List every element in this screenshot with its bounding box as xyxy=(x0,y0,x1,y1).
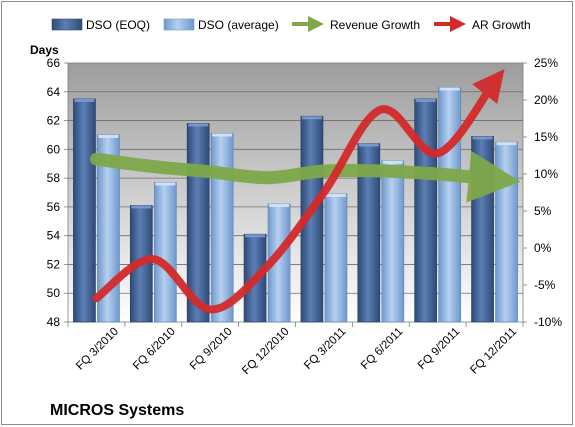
legend-label-ar-growth: AR Growth xyxy=(472,18,531,32)
line-ar-growth xyxy=(92,68,505,314)
right-tick-label: 10% xyxy=(534,167,558,181)
category-label: FQ 9/2010 xyxy=(188,326,235,373)
legend-item-ar-growth: AR Growth xyxy=(434,16,531,32)
legend-swatch-dso-average xyxy=(163,18,195,31)
bar-top-highlight xyxy=(245,234,266,238)
right-tick-label: 25% xyxy=(534,56,558,70)
left-axis: 48 50 52 54 56 58 60 62 64 66 xyxy=(47,56,68,329)
left-tick-label: 56 xyxy=(47,200,61,214)
category-axis: FQ 3/2010 FQ 6/2010 FQ 9/2010 FQ 12/2010 FQ … xyxy=(67,322,524,377)
category-label: FQ 12/2010 xyxy=(240,326,291,377)
bar-top-highlight xyxy=(269,204,290,208)
bar-top-highlight xyxy=(382,160,403,164)
bar-top-highlight xyxy=(74,98,95,102)
left-tick-label: 54 xyxy=(47,229,61,243)
category-label: FQ 6/2010 xyxy=(131,326,178,373)
bar-dso-eoq xyxy=(471,136,494,323)
bar-top-highlight xyxy=(212,133,233,137)
legend-swatch-dso-eoq xyxy=(51,18,83,31)
right-tick-label: 20% xyxy=(534,93,558,107)
category-label: FQ 12/2011 xyxy=(468,326,519,377)
legend-label-dso-average: DSO (average) xyxy=(198,18,279,32)
bar-top-highlight xyxy=(358,143,379,147)
bar-dso-average xyxy=(495,141,518,323)
left-tick-label: 60 xyxy=(47,142,61,156)
bar-dso-average xyxy=(438,87,462,323)
bar-top-highlight xyxy=(155,182,176,186)
right-tick-label: -5% xyxy=(534,278,556,292)
bar-dso-average xyxy=(210,133,234,323)
legend-label-revenue-growth: Revenue Growth xyxy=(330,18,420,32)
growth-lines xyxy=(89,68,521,314)
bar-top-highlight xyxy=(439,87,460,91)
right-axis: -10% -5% 0% 5% 10% 15% 20% 25% xyxy=(523,56,562,329)
legend-item-revenue-growth: Revenue Growth xyxy=(292,16,420,32)
right-tick-label: -10% xyxy=(534,315,562,329)
bar-top-highlight xyxy=(472,136,493,140)
category-label: FQ 3/2010 xyxy=(74,326,121,373)
category-label: FQ 3/2011 xyxy=(302,326,348,372)
left-tick-label: 52 xyxy=(47,257,61,271)
left-tick-label: 62 xyxy=(47,114,61,128)
left-tick-label: 58 xyxy=(47,171,61,185)
bar-dso-average xyxy=(381,160,405,323)
bar-dso-eoq xyxy=(414,98,438,323)
left-tick-label: 48 xyxy=(47,315,61,329)
bar-dso-eoq xyxy=(73,98,96,323)
bar-top-highlight xyxy=(301,116,322,120)
left-tick-label: 50 xyxy=(47,286,61,300)
category-label: FQ 6/2011 xyxy=(359,326,405,372)
left-axis-title: Days xyxy=(30,43,59,57)
legend-item-dso-average: DSO (average) xyxy=(163,18,279,32)
bar-dso-average xyxy=(153,182,177,323)
left-tick-label: 64 xyxy=(47,85,61,99)
bar-dso-average xyxy=(324,193,348,323)
left-tick-label: 66 xyxy=(47,56,61,70)
right-tick-label: 15% xyxy=(534,130,558,144)
bar-top-highlight xyxy=(325,193,346,197)
legend: DSO (EOQ) DSO (average) Revenue Growth A… xyxy=(51,16,531,32)
right-tick-label: 0% xyxy=(534,241,552,255)
line-revenue-growth xyxy=(89,150,521,203)
legend-item-dso-eoq: DSO (EOQ) xyxy=(51,18,150,32)
company-label: MICROS Systems xyxy=(50,402,184,419)
bar-top-highlight xyxy=(188,123,209,127)
category-label: FQ 9/2011 xyxy=(416,326,462,372)
bar-top-highlight xyxy=(131,205,152,209)
bar-top-highlight xyxy=(98,134,119,138)
right-tick-label: 5% xyxy=(534,204,552,218)
legend-label-dso-eoq: DSO (EOQ) xyxy=(86,18,150,32)
bar-top-highlight xyxy=(415,98,436,102)
bar-top-highlight xyxy=(496,142,517,146)
